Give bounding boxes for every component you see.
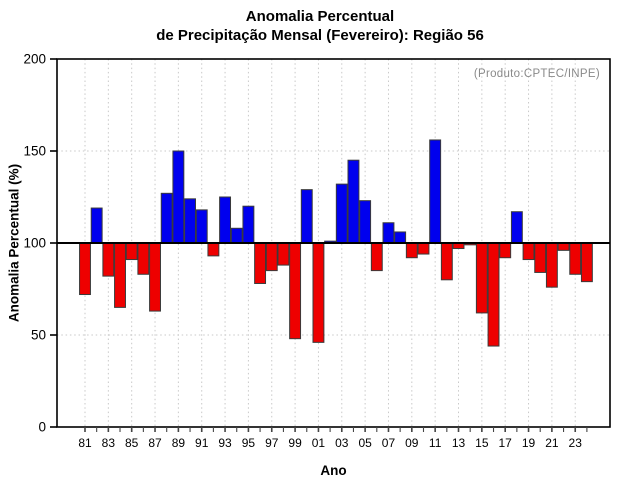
x-tick-label: 13 [452, 436, 466, 450]
x-tick-label: 21 [545, 436, 559, 450]
bar-1999 [289, 242, 302, 340]
x-tick-label: 15 [475, 436, 489, 450]
bar-1906 [370, 242, 383, 272]
y-tick-label: 150 [23, 144, 46, 159]
x-tick-label: 87 [148, 436, 162, 450]
bar-1924 [580, 242, 593, 283]
x-tick-label: 81 [78, 436, 92, 450]
x-tick-label: 01 [312, 436, 326, 450]
y-tick-label: 50 [31, 328, 46, 343]
x-axis-title: Ano [320, 463, 347, 478]
x-tick-label: 17 [499, 436, 513, 450]
bar-1901 [312, 242, 325, 343]
bar-1921 [545, 242, 558, 288]
bar-1915 [475, 242, 488, 314]
bar-1919 [522, 242, 535, 261]
bar-1991 [195, 209, 208, 244]
bar-1983 [102, 242, 115, 277]
bar-1995 [242, 205, 255, 244]
bar-1916 [487, 242, 500, 347]
bar-1984 [114, 242, 126, 308]
bar-1981 [79, 242, 91, 296]
bar-1911 [429, 139, 442, 244]
bar-1985 [125, 242, 138, 261]
bar-1987 [149, 242, 161, 312]
bar-1903 [335, 183, 348, 244]
bar-1993 [219, 196, 232, 244]
bar-1908 [394, 231, 407, 244]
x-tick-label: 09 [405, 436, 419, 450]
bar-1982 [90, 207, 103, 244]
y-tick-label: 100 [23, 236, 46, 251]
x-tick-label: 07 [382, 436, 396, 450]
bar-1922 [557, 242, 570, 251]
y-axis-title: Anomalia Percentual (%) [6, 163, 22, 323]
bar-1990 [184, 198, 196, 244]
x-tick-label: 03 [335, 436, 349, 450]
bar-1923 [569, 242, 582, 275]
bar-1904 [347, 159, 360, 244]
x-tick-label: 85 [125, 436, 139, 450]
x-tick-label: 19 [522, 436, 536, 450]
chart-title: Anomalia Percentual de Precipitação Mens… [0, 7, 640, 45]
chart-title-line1: Anomalia Percentual [245, 8, 395, 25]
bar-1997 [265, 242, 278, 272]
bar-1917 [499, 242, 512, 259]
x-tick-label: 91 [195, 436, 209, 450]
bar-1918 [510, 211, 523, 244]
bar-1907 [382, 222, 395, 244]
bar-1988 [160, 192, 173, 244]
bar-1992 [207, 242, 220, 257]
bar-1909 [405, 242, 418, 259]
x-tick-label: 05 [358, 436, 372, 450]
y-tick-label: 0 [38, 420, 46, 435]
bar-1912 [440, 242, 453, 281]
x-tick-label: 23 [569, 436, 583, 450]
product-annotation: (Produto:CPTEC/INPE) [473, 68, 600, 80]
bar-1905 [359, 200, 372, 244]
bar-1986 [137, 242, 150, 275]
x-tick-label: 95 [242, 436, 256, 450]
x-tick-label: 93 [218, 436, 232, 450]
bar-1996 [254, 242, 267, 284]
y-tick-label: 200 [23, 52, 46, 67]
x-tick-label: 11 [429, 436, 442, 450]
bar-1998 [277, 242, 290, 266]
bar-1989 [172, 150, 185, 244]
bar-1920 [534, 242, 547, 273]
chart-title-line2: de Precipitação Mensal (Fevereiro): Regi… [156, 27, 484, 44]
bar-1900 [300, 189, 313, 244]
x-tick-label: 89 [172, 436, 186, 450]
x-tick-label: 83 [102, 436, 116, 450]
x-tick-label: 97 [265, 436, 279, 450]
x-tick-label: 99 [288, 436, 302, 450]
bar-1910 [417, 242, 430, 255]
bar-1994 [230, 227, 243, 244]
